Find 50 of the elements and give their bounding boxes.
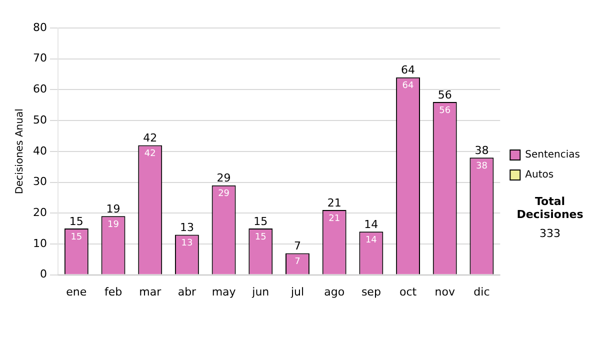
x-tick-label: jul — [290, 285, 304, 298]
y-tick-label: 10 — [32, 236, 47, 250]
data-label: 42 — [144, 149, 156, 160]
x-tick-label: ago — [324, 285, 345, 298]
x-tick-label: feb — [104, 285, 122, 298]
y-tick-label: 0 — [40, 268, 47, 281]
x-tick-label: may — [212, 285, 236, 298]
total-label: 38 — [474, 144, 489, 157]
text: 333 — [538, 227, 562, 240]
x-tick-label: abr — [178, 285, 197, 298]
y-tick-label: 80 — [32, 20, 47, 34]
x-tick-label: ene — [66, 285, 87, 298]
data-label: 15 — [70, 232, 82, 242]
data-label: 29 — [218, 189, 230, 200]
data-label: 21 — [328, 214, 340, 224]
data-label: 13 — [181, 238, 193, 249]
data-label: 56 — [439, 106, 451, 116]
y-tick-label: 70 — [32, 52, 47, 65]
x-tick-label: nov — [434, 285, 456, 298]
data-label: 19 — [108, 220, 120, 230]
total-label: 21 — [327, 196, 342, 210]
total-label: 13 — [180, 221, 194, 234]
x-tick-label: dic — [474, 285, 490, 298]
data-label: 14 — [365, 235, 378, 246]
x-tick-label: sep — [361, 285, 381, 298]
y-tick-label: 50 — [32, 113, 47, 126]
total-label: 56 — [438, 88, 452, 102]
y-tick-label: 30 — [32, 175, 47, 188]
total-label: 19 — [106, 202, 120, 216]
y-tick-label: 40 — [32, 144, 47, 158]
total-label: 29 — [216, 172, 231, 185]
x-tick-label: oct — [399, 285, 418, 298]
total-label: 15 — [254, 214, 268, 228]
total-label: 42 — [143, 132, 158, 145]
x-tick-label: mar — [139, 285, 162, 298]
text: Total Decisiones — [516, 195, 584, 221]
legend-label: Autos — [525, 170, 554, 181]
total-label: 14 — [364, 218, 378, 231]
data-label: 38 — [476, 161, 488, 172]
total-label: 64 — [401, 64, 416, 77]
data-label: 64 — [402, 81, 414, 92]
x-tick-label: jun — [251, 285, 270, 298]
y-tick-label: 20 — [32, 206, 47, 219]
y-tick-label: 60 — [32, 82, 47, 96]
legend-label: Sentencias — [525, 150, 580, 161]
data-label: 7 — [294, 257, 300, 268]
total-label: 15 — [69, 214, 84, 228]
total-label: 7 — [294, 240, 301, 253]
data-label: 15 — [254, 232, 266, 242]
y-axis-title: Decisiones Anual — [14, 108, 26, 194]
